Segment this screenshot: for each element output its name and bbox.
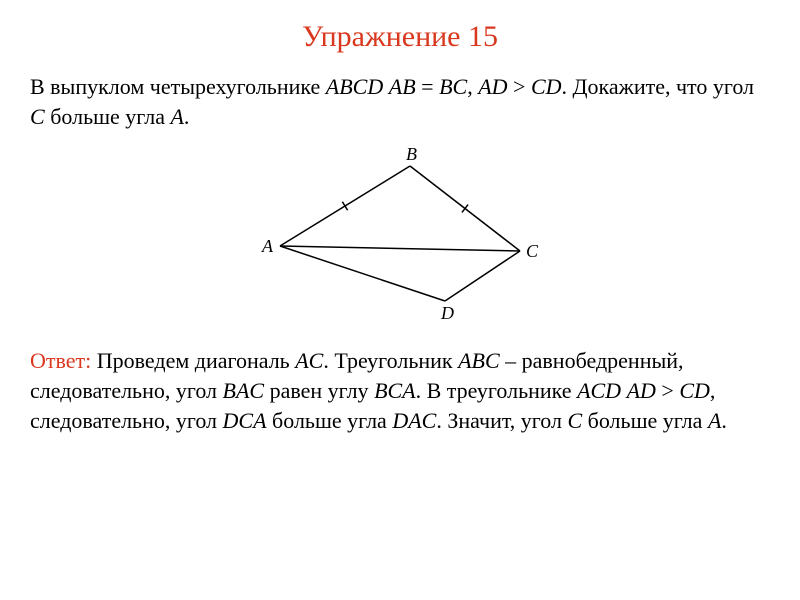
answer-acd: ACD: [577, 378, 621, 403]
problem-text-3: ,: [467, 74, 478, 99]
answer-ad: AD: [627, 378, 656, 403]
answer-text-2: . Треугольник: [323, 348, 458, 373]
geometry-diagram: A B C D: [220, 146, 580, 326]
problem-ab: AB: [389, 74, 416, 99]
svg-text:D: D: [440, 303, 454, 323]
problem-angle-a: A: [170, 104, 183, 129]
answer-text-8: больше угла: [267, 408, 393, 433]
problem-bc: BC: [439, 74, 467, 99]
problem-statement: В выпуклом четырехугольнике ABCD AB = BC…: [30, 72, 770, 131]
answer-text-1: Проведем диагональ: [91, 348, 295, 373]
problem-abcd: ABCD: [326, 74, 383, 99]
answer-block: Ответ: Проведем диагональ AC. Треугольни…: [30, 346, 770, 435]
svg-text:A: A: [261, 236, 274, 256]
answer-ac: AC: [295, 348, 323, 373]
exercise-title: Упражнение 15: [30, 20, 770, 54]
answer-text-9: . Значит, угол: [436, 408, 567, 433]
answer-text-10: больше угла: [582, 408, 708, 433]
answer-angle-c: C: [567, 408, 582, 433]
answer-bca: BCA: [374, 378, 416, 403]
problem-eq1-op: =: [416, 74, 439, 99]
svg-text:C: C: [526, 241, 539, 261]
answer-gt: >: [656, 378, 679, 403]
problem-text-5: больше угла: [45, 104, 171, 129]
problem-cd: CD: [531, 74, 562, 99]
answer-bac: BAC: [223, 378, 265, 403]
problem-eq2-op: >: [508, 74, 531, 99]
problem-text-6: .: [184, 104, 190, 129]
problem-ad: AD: [478, 74, 507, 99]
answer-angle-a: A: [708, 408, 721, 433]
answer-text-11: .: [721, 408, 727, 433]
answer-dca: DCA: [223, 408, 267, 433]
answer-text-5: . В треугольнике: [416, 378, 577, 403]
answer-text-4: равен углу: [264, 378, 374, 403]
diagram-container: A B C D: [30, 146, 770, 331]
answer-cd: CD: [679, 378, 710, 403]
answer-label: Ответ:: [30, 348, 91, 373]
answer-dac: DAC: [392, 408, 436, 433]
problem-text-4: . Докажите, что угол: [562, 74, 755, 99]
problem-text-1: В выпуклом четырехугольнике: [30, 74, 326, 99]
answer-abc: ABC: [458, 348, 500, 373]
svg-text:B: B: [406, 146, 417, 164]
problem-angle-c: C: [30, 104, 45, 129]
